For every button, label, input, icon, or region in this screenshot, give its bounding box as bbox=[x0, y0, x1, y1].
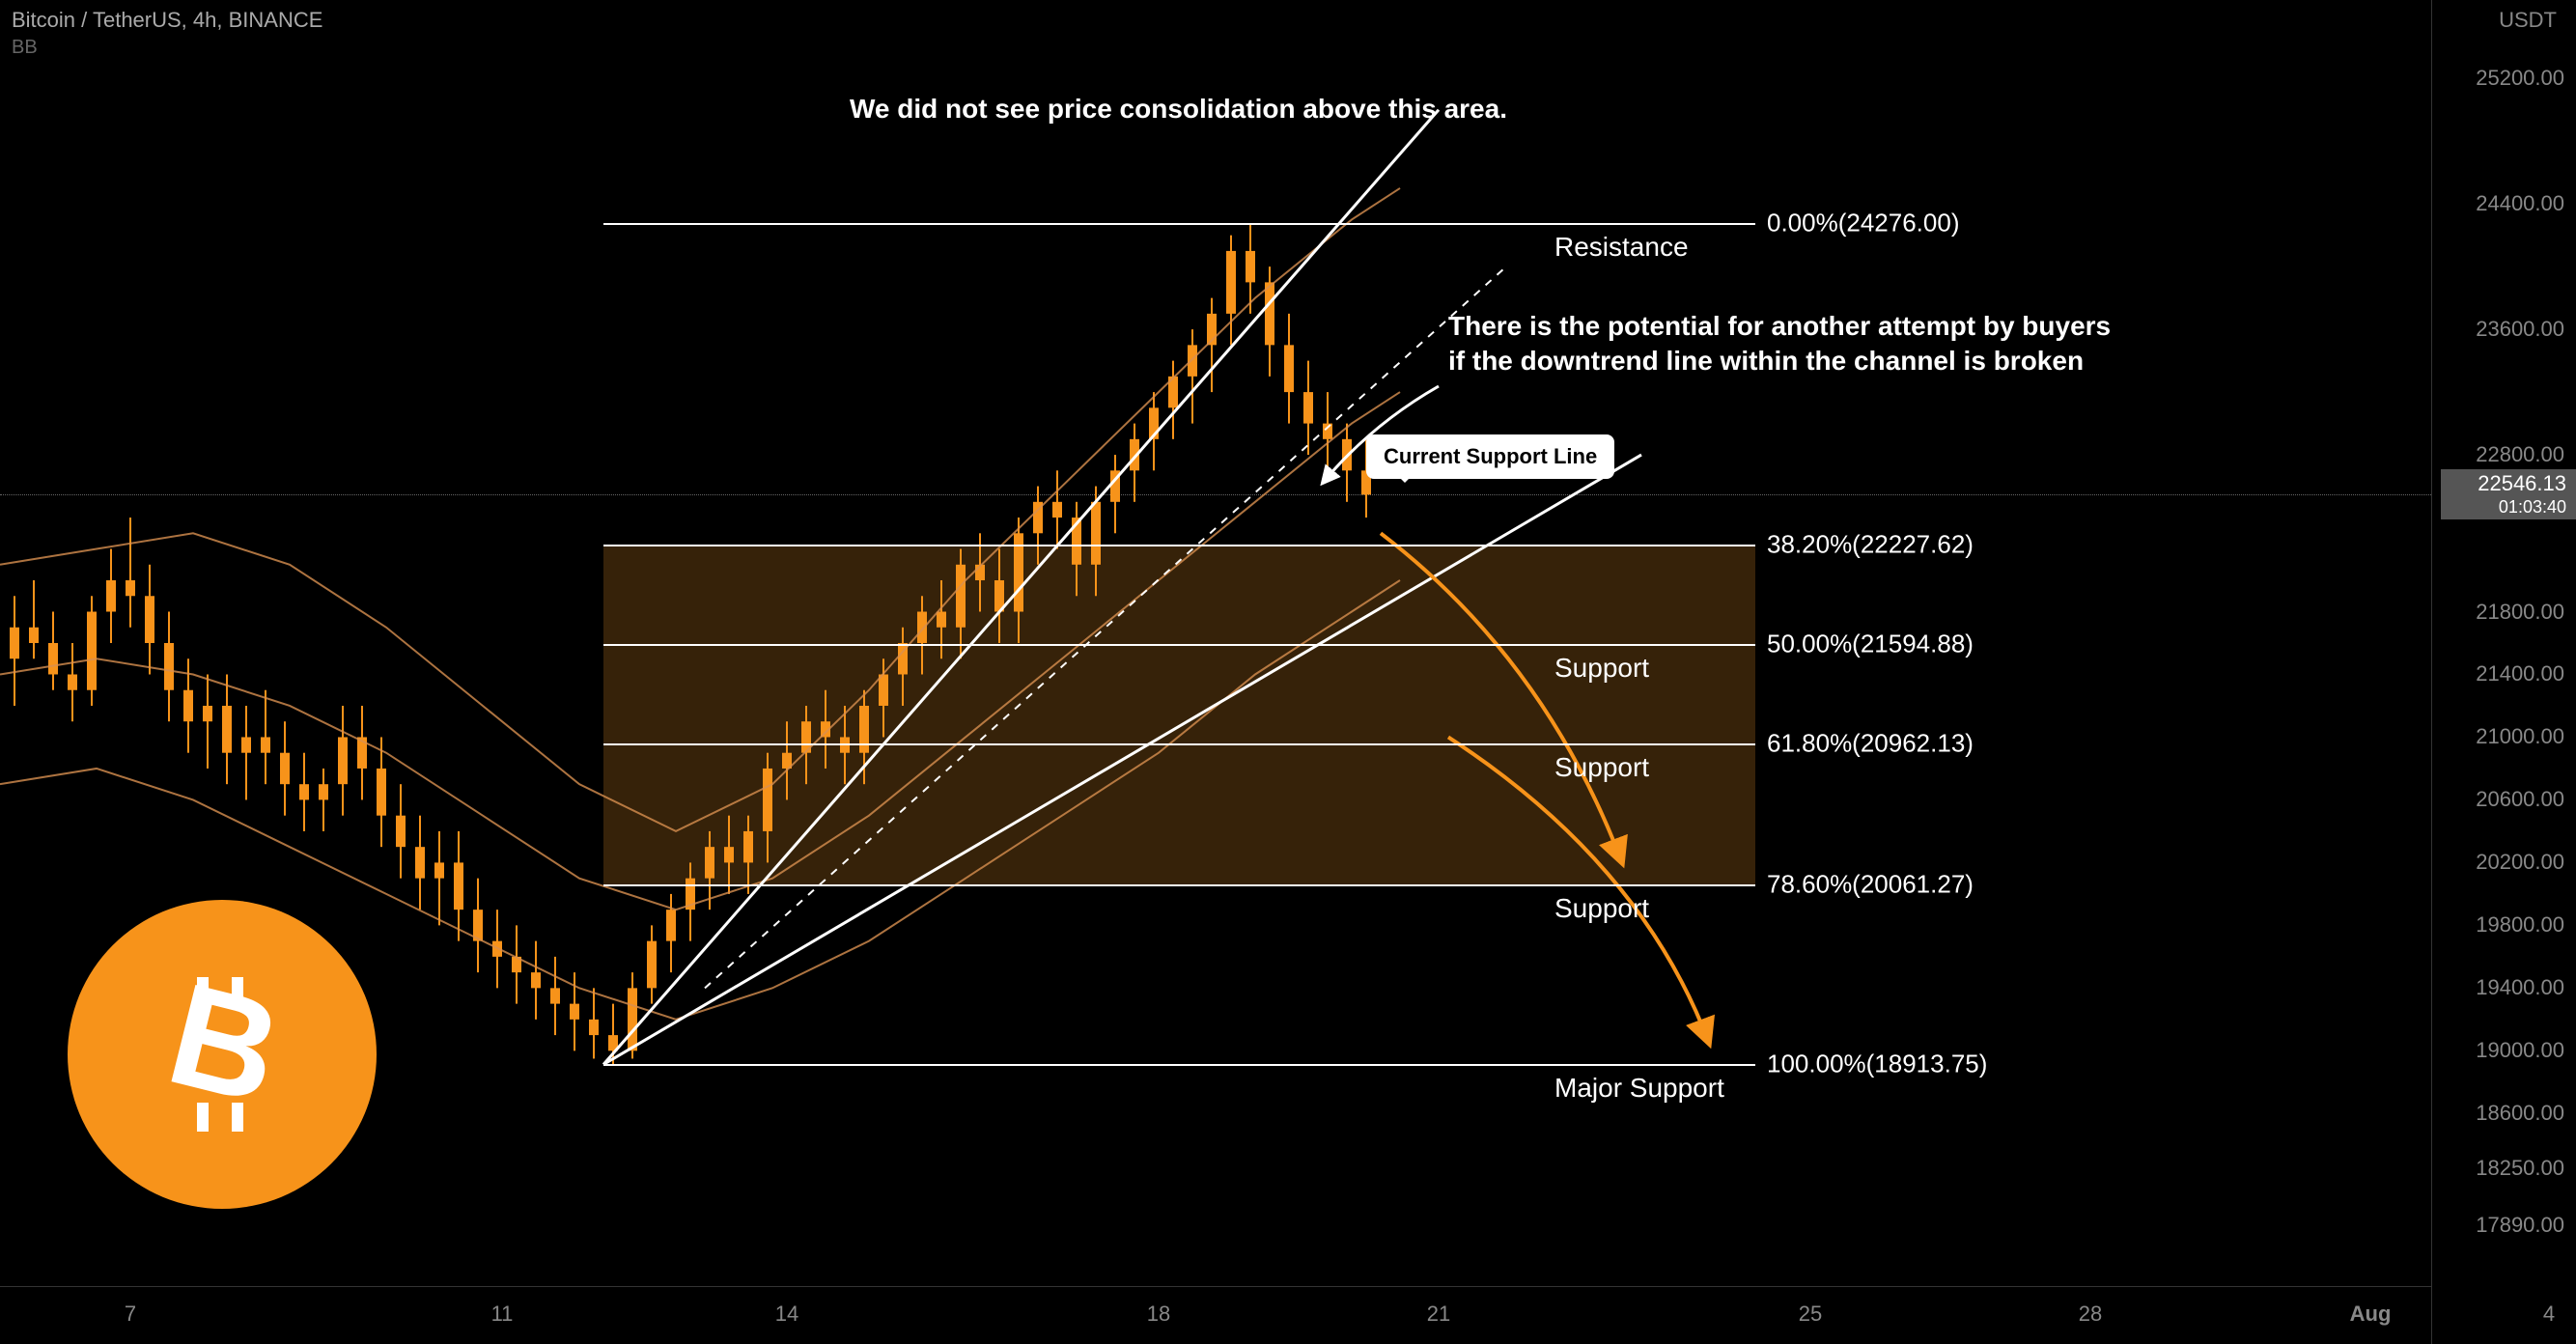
x-tick: 11 bbox=[491, 1302, 514, 1327]
x-tick: 28 bbox=[2079, 1302, 2102, 1327]
y-tick: 19400.00 bbox=[2476, 975, 2564, 1000]
current-price-line bbox=[0, 494, 2431, 495]
x-axis: 7111418212528Aug4 bbox=[0, 1286, 2431, 1344]
y-axis: USDT 25200.00 24400.00 23600.00 22800.00 218… bbox=[2431, 0, 2576, 1344]
chart-container: Bitcoin / TetherUS, 4h, BINANCE BB We di… bbox=[0, 0, 2576, 1344]
fib-label: 100.00%(18913.75) bbox=[1767, 1050, 1987, 1079]
support-label: Support bbox=[1554, 752, 1649, 783]
y-axis-header: USDT bbox=[2499, 8, 2557, 33]
support-label: Support bbox=[1554, 893, 1649, 924]
support-label: Resistance bbox=[1554, 232, 1689, 263]
fib-label: 38.20%(22227.62) bbox=[1767, 530, 1974, 560]
y-tick: 24400.00 bbox=[2476, 191, 2564, 216]
fib-label: 0.00%(24276.00) bbox=[1767, 209, 1959, 238]
current-price-marker: 22546.13 01:03:40 bbox=[2441, 469, 2576, 519]
fib-line bbox=[603, 545, 1755, 546]
support-label: Major Support bbox=[1554, 1073, 1724, 1104]
x-tick: 21 bbox=[1427, 1302, 1450, 1327]
x-tick: 25 bbox=[1799, 1302, 1822, 1327]
x-tick: 18 bbox=[1147, 1302, 1170, 1327]
y-tick: 25200.00 bbox=[2476, 66, 2564, 91]
y-tick: 21400.00 bbox=[2476, 661, 2564, 686]
plot-area[interactable]: We did not see price consolidation above… bbox=[0, 0, 2431, 1286]
x-tick: 7 bbox=[125, 1302, 136, 1327]
annotation-mid: There is the potential for another attem… bbox=[1448, 309, 2111, 379]
x-tick: 14 bbox=[775, 1302, 798, 1327]
annotation-mid-line1: There is the potential for another attem… bbox=[1448, 309, 2111, 344]
y-tick: 21800.00 bbox=[2476, 600, 2564, 625]
y-tick: 19000.00 bbox=[2476, 1038, 2564, 1063]
fib-line bbox=[603, 743, 1755, 745]
y-tick: 23600.00 bbox=[2476, 317, 2564, 342]
fib-label: 50.00%(21594.88) bbox=[1767, 629, 1974, 658]
y-tick: 19800.00 bbox=[2476, 912, 2564, 938]
y-tick: 20200.00 bbox=[2476, 850, 2564, 875]
y-tick: 18600.00 bbox=[2476, 1101, 2564, 1126]
annotation-top: We did not see price consolidation above… bbox=[850, 92, 1507, 126]
x-tick: 4 bbox=[2543, 1302, 2555, 1327]
bitcoin-logo-icon: B bbox=[68, 900, 377, 1209]
y-tick: 21000.00 bbox=[2476, 724, 2564, 749]
fib-label: 78.60%(20061.27) bbox=[1767, 869, 1974, 899]
y-tick: 20600.00 bbox=[2476, 787, 2564, 812]
y-tick: 22800.00 bbox=[2476, 442, 2564, 467]
annotation-mid-line2: if the downtrend line within the channel… bbox=[1448, 344, 2111, 378]
fib-line bbox=[603, 884, 1755, 886]
fib-line bbox=[603, 223, 1755, 225]
current-price-value: 22546.13 bbox=[2450, 471, 2566, 496]
x-tick: Aug bbox=[2350, 1302, 2392, 1327]
support-label: Support bbox=[1554, 653, 1649, 684]
fib-line bbox=[603, 644, 1755, 646]
fib-label: 61.80%(20962.13) bbox=[1767, 728, 1974, 758]
fib-line bbox=[603, 1064, 1755, 1066]
countdown-timer: 01:03:40 bbox=[2450, 497, 2566, 518]
y-tick: 17890.00 bbox=[2476, 1213, 2564, 1238]
y-tick: 18250.00 bbox=[2476, 1156, 2564, 1181]
fib-zone bbox=[603, 545, 1755, 884]
svg-text:B: B bbox=[154, 958, 295, 1134]
callout-support: Current Support Line bbox=[1366, 434, 1614, 479]
